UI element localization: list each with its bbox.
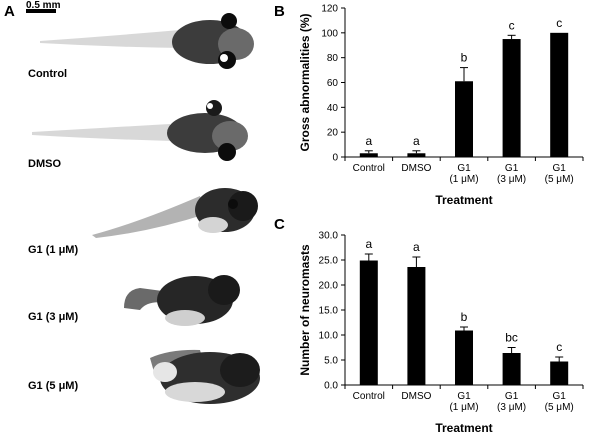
x-tick-label: G1 [553, 391, 567, 402]
y-tick-label: 30.0 [319, 231, 339, 242]
significance-letter: a [413, 134, 420, 148]
significance-letter: a [365, 237, 372, 251]
x-tick-label: G1 [505, 391, 519, 402]
x-tick-label: G1 [457, 163, 471, 174]
bar [407, 153, 426, 157]
chart-b-letter: B [274, 3, 285, 20]
x-tick-label: (3 μM) [497, 174, 526, 185]
x-tick-label: G1 [553, 163, 567, 174]
significance-letter: b [461, 51, 468, 65]
y-tick-label: 15.0 [319, 306, 339, 317]
bar [455, 330, 473, 385]
y-tick-label: 25.0 [319, 256, 339, 267]
significance-letter: bc [505, 331, 518, 345]
x-tick-label: Control [353, 163, 385, 174]
significance-letter: a [365, 134, 372, 148]
y-axis-title: Gross abnormalities (%) [298, 13, 312, 151]
y-tick-label: 20.0 [319, 281, 339, 292]
x-tick-label: G1 [505, 163, 519, 174]
larva-image-control [40, 13, 254, 69]
label-g1-3um: G1 (3 μM) [28, 311, 78, 323]
label-dmso: DMSO [28, 158, 61, 170]
bar [502, 353, 521, 385]
panel-a: A 0.5 mm Control DMSO [4, 0, 260, 404]
significance-letter: c [556, 340, 562, 354]
y-tick-label: 5.0 [324, 356, 338, 367]
bar [359, 153, 378, 157]
scale-bar [26, 9, 56, 13]
x-tick-label: G1 [457, 391, 471, 402]
y-tick-label: 100 [321, 28, 338, 39]
bar [407, 267, 426, 385]
x-tick-label: (5 μM) [545, 174, 574, 185]
x-tick-label: (3 μM) [497, 402, 526, 413]
y-axis-title: Number of neuromasts [298, 244, 312, 376]
label-g1-5um: G1 (5 μM) [28, 380, 78, 392]
x-tick-label: Control [353, 391, 385, 402]
larva-image-g1-1um [92, 188, 258, 238]
significance-letter: c [509, 18, 515, 32]
label-control: Control [28, 68, 67, 80]
label-g1-1um: G1 (1 μM) [28, 244, 78, 256]
x-tick-label: (1 μM) [449, 402, 478, 413]
x-tick-label: (5 μM) [545, 402, 574, 413]
chart-c: C 0.0 5.0 10.0 15.0 20.0 25.0 30.0 a Control a DMS… [274, 216, 584, 435]
significance-letter: b [461, 310, 468, 324]
y-tick-label: 80 [327, 53, 339, 64]
bar [550, 361, 569, 385]
y-tick-label: 40 [327, 103, 339, 114]
bar [359, 260, 378, 385]
bar [455, 81, 473, 157]
chart-c-letter: C [274, 216, 285, 233]
x-tick-label: (1 μM) [449, 174, 478, 185]
y-tick-label: 10.0 [319, 331, 339, 342]
y-tick-label: 0.0 [324, 381, 338, 392]
significance-letter: c [556, 16, 562, 30]
larva-image-g1-3um [124, 275, 240, 326]
significance-letter: a [413, 240, 420, 254]
bar [502, 39, 521, 157]
x-axis-title: Treatment [435, 193, 492, 207]
scale-bar-label: 0.5 mm [26, 0, 61, 11]
y-tick-label: 20 [327, 128, 339, 139]
bar [550, 32, 569, 158]
y-tick-label: 0 [332, 153, 338, 164]
x-tick-label: DMSO [401, 391, 431, 402]
y-tick-label: 120 [321, 4, 338, 15]
y-tick-label: 60 [327, 78, 339, 89]
larva-image-g1-5um [150, 349, 260, 404]
x-axis-title: Treatment [435, 421, 492, 435]
larva-image-dmso [32, 100, 248, 161]
panel-a-letter: A [4, 3, 15, 20]
x-tick-label: DMSO [401, 163, 431, 174]
